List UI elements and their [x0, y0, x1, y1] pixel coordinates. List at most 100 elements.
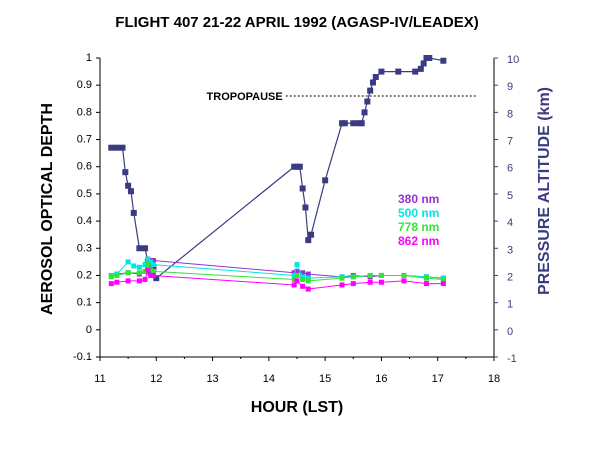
- data-point: [339, 275, 345, 281]
- right-tick-label: 10: [507, 54, 519, 66]
- x-axis-title: HOUR (LST): [251, 399, 343, 416]
- x-tick-label: 17: [432, 373, 444, 385]
- data-point: [142, 268, 148, 274]
- y-tick-label: 0.8: [77, 106, 92, 118]
- data-point: [125, 270, 131, 276]
- data-point: [367, 279, 373, 285]
- data-point: [294, 272, 300, 278]
- altitude-point: [147, 269, 154, 276]
- altitude-point: [372, 74, 379, 81]
- y-tick-label: 0.4: [77, 215, 92, 227]
- data-point: [300, 277, 306, 283]
- right-tick-label: 4: [507, 217, 513, 229]
- data-point: [150, 272, 156, 278]
- data-point: [350, 281, 356, 287]
- altitude-point: [125, 182, 132, 189]
- right-axis-title: PRESSURE ALTITUDE (km): [536, 87, 553, 295]
- tropopause-label: TROPOPAUSE: [207, 91, 283, 103]
- chart-title: FLIGHT 407 21-22 APRIL 1992 (AGASP-IV/LE…: [115, 14, 478, 31]
- series-line: [111, 263, 444, 282]
- altitude-point: [136, 245, 143, 252]
- data-point: [300, 270, 306, 276]
- right-tick-label: 5: [507, 190, 513, 202]
- right-tick-label: 8: [507, 108, 513, 120]
- data-point: [131, 263, 137, 269]
- data-point: [148, 272, 154, 278]
- data-point: [440, 281, 446, 287]
- data-point: [291, 270, 297, 276]
- data-point: [125, 259, 131, 265]
- optical-depth-series: [108, 256, 446, 281]
- right-tick-label: 1: [507, 299, 513, 311]
- data-point: [142, 262, 148, 268]
- altitude-point: [395, 68, 402, 75]
- y-tick-label: 0.2: [77, 269, 92, 281]
- data-point: [300, 274, 306, 280]
- tropopause-annotation: TROPOPAUSE: [207, 91, 478, 103]
- altitude-point: [361, 109, 368, 116]
- y-tick-label: 0.9: [77, 79, 92, 91]
- data-point: [305, 275, 311, 281]
- data-point: [367, 272, 373, 278]
- data-point: [142, 277, 148, 283]
- altitude-point: [420, 60, 427, 67]
- altitude-point: [364, 98, 371, 105]
- altitude-point: [153, 275, 160, 282]
- series-line: [111, 268, 444, 290]
- data-point: [148, 267, 154, 273]
- data-point: [440, 277, 446, 283]
- altitude-point: [142, 245, 149, 252]
- data-point: [136, 270, 142, 276]
- altitude-point: [440, 57, 447, 64]
- x-tick-label: 15: [319, 373, 331, 385]
- data-point: [125, 278, 131, 284]
- altitude-point: [144, 258, 151, 265]
- legend-entry: 380 nm: [398, 192, 439, 206]
- data-point: [294, 278, 300, 284]
- y-tick-label: 1: [86, 52, 92, 64]
- x-tick-label: 16: [375, 373, 387, 385]
- altitude-point: [130, 209, 137, 216]
- data-point: [305, 271, 311, 277]
- data-point: [294, 262, 300, 268]
- data-point: [305, 278, 311, 284]
- data-point: [108, 281, 114, 287]
- right-axis-ticks: -1 0 1 2 3 4 5 6 7 8 9 10: [494, 54, 519, 365]
- legend-entry: 500 nm: [398, 206, 439, 220]
- data-point: [114, 272, 120, 278]
- optical-depth-series: [108, 256, 446, 281]
- y-tick-label: 0.5: [77, 188, 92, 200]
- altitude-point: [119, 144, 126, 151]
- right-tick-label: 2: [507, 271, 513, 283]
- y-tick-label: 0.3: [77, 242, 92, 254]
- altitude-point: [296, 163, 303, 170]
- data-point: [339, 282, 345, 288]
- data-point: [145, 262, 151, 268]
- altitude-point: [378, 68, 385, 75]
- data-point: [145, 267, 151, 273]
- altitude-point: [369, 79, 376, 86]
- altitude-point: [150, 264, 157, 271]
- right-tick-label: 9: [507, 81, 513, 93]
- y-tick-label: 0: [86, 324, 92, 336]
- y-tick-label: -0.1: [73, 351, 92, 363]
- right-tick-label: 7: [507, 136, 513, 148]
- data-point: [378, 279, 384, 285]
- x-axis-ticks: 11 12 13 14 15 16 17 18: [94, 357, 500, 385]
- altitude-point: [122, 169, 129, 176]
- data-point: [300, 283, 306, 289]
- data-point: [291, 282, 297, 288]
- y-axis-ticks: -0.1 0 0.1 0.2 0.3 0.4 0.5 0.6 0.7 0.8 0.9 1: [73, 52, 100, 363]
- data-point: [423, 281, 429, 287]
- data-point: [401, 272, 407, 278]
- altitude-point: [127, 188, 134, 195]
- optical-depth-series: [108, 267, 446, 292]
- legend-entry: 778 nm: [398, 220, 439, 234]
- altitude-point: [308, 231, 315, 238]
- data-point: [136, 278, 142, 284]
- altitude-point: [108, 144, 115, 151]
- series-layer: [108, 55, 447, 292]
- data-point: [114, 279, 120, 285]
